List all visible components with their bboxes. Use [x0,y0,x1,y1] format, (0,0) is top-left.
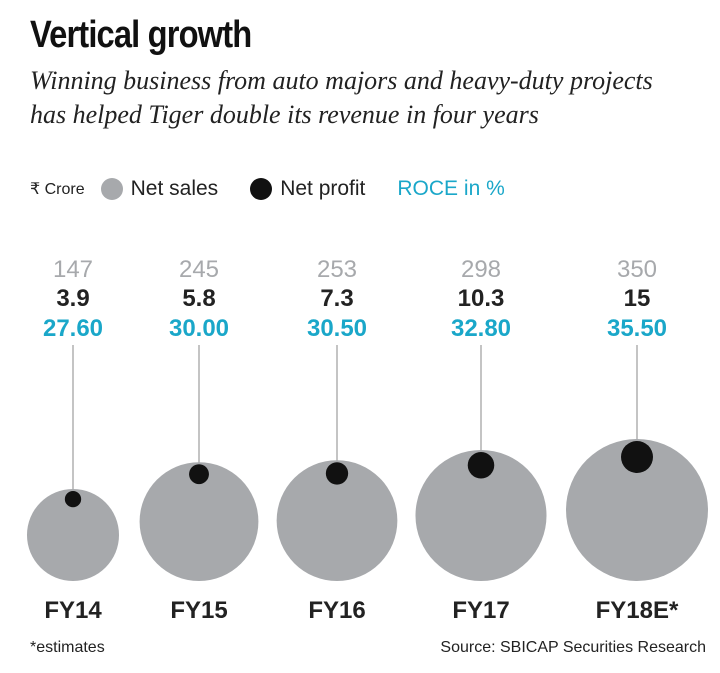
net-sales-label: 147 [53,256,93,283]
net-sales-bubble [26,488,120,581]
roce-label: 35.50 [607,315,667,342]
subtitle-line-2: has helped Tiger double its revenue in f… [30,100,539,129]
net-profit-label: 3.9 [56,285,89,312]
net-profit-bubble [64,490,82,508]
source-note: Source: SBICAP Securities Research [440,639,706,656]
net-profit-label: 15 [624,285,651,312]
legend-unit: ₹ Crore [30,181,85,198]
category-label: FY15 [170,597,227,624]
net-profit-label: 10.3 [458,285,505,312]
category-label: FY14 [44,597,102,624]
net-sales-bubble [566,439,708,581]
net-sales-bubble [276,460,398,581]
net-sales-label: 245 [179,256,219,283]
net-profit-bubble [325,462,349,485]
net-profit-bubble [467,451,495,479]
net-sales-bubble [415,449,547,581]
legend-net-sales-swatch [100,178,123,200]
subtitle-line-1: Winning business from auto majors and he… [30,66,653,95]
roce-label: 32.80 [451,315,511,342]
net-sales-bubble [139,462,259,581]
category-label: FY16 [308,597,365,624]
legend-net-sales-label: Net sales [130,177,219,200]
net-sales-label: 350 [617,256,657,283]
legend: ₹ Crore Net sales Net profit ROCE in % [30,174,505,204]
roce-label: 27.60 [43,315,103,342]
net-profit-label: 7.3 [320,285,353,312]
category-label: FY17 [452,597,509,624]
net-profit-bubble [621,441,653,473]
footnote-estimates: *estimates [30,639,105,656]
category-label: FY18E* [596,597,679,624]
chart-subtitle: Winning business from auto majors and he… [30,64,653,132]
legend-roce-label: ROCE in % [397,177,505,200]
legend-net-profit-swatch [250,178,273,200]
roce-label: 30.00 [169,315,229,342]
net-sales-label: 253 [317,256,357,283]
chart-title: Vertical growth [30,14,252,56]
net-sales-label: 298 [461,256,501,283]
net-profit-bubble [189,464,209,485]
net-profit-label: 5.8 [182,285,215,312]
roce-label: 30.50 [307,315,367,342]
legend-net-profit-label: Net profit [280,177,366,200]
